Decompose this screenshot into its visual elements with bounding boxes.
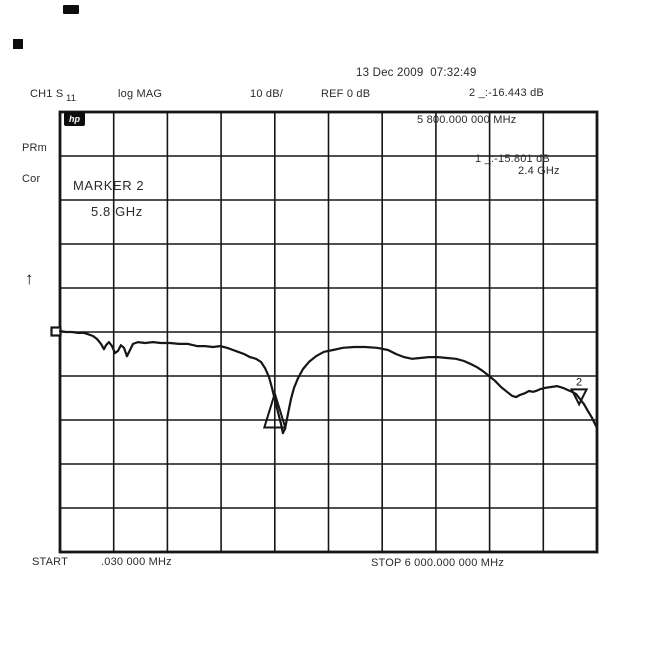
start-label: START (32, 556, 69, 568)
marker-title: MARKER 2 (73, 178, 145, 193)
up-arrow-indicator: ↑ (25, 269, 34, 288)
marker-2-label: 2 (576, 376, 582, 388)
marker2-readout: 2 _:-16.443 dB (469, 87, 544, 99)
stop-frequency: STOP 6 000.000 000 MHz (371, 557, 505, 569)
marker-1-symbol (262, 390, 287, 429)
s11-trace (58, 330, 599, 435)
print-artifact-top (63, 5, 79, 14)
channel-subscript: 11 (66, 93, 77, 104)
marker-value: 5.8 GHz (91, 204, 143, 219)
print-artifact-left (13, 39, 23, 49)
scale-label: 10 dB/ (250, 88, 284, 100)
hp-logo-text: hp (69, 113, 80, 124)
marker-2-symbol (569, 388, 589, 407)
marker1-readout: 1 _:-15.801 dB (475, 153, 550, 165)
channel-label: CH1 S (30, 88, 64, 100)
marker2-frequency-line: 5 800.000 000 MHz (417, 114, 517, 126)
start-frequency: .030 000 MHz (101, 556, 172, 568)
cor-status-label: Cor (22, 173, 41, 185)
hp-logo: hp (64, 112, 85, 126)
reference-label: REF 0 dB (321, 88, 371, 100)
format-label: log MAG (118, 88, 163, 100)
datetime-stamp: 13 Dec 2009 07:32:49 (356, 67, 477, 79)
prm-status-label: PRm (22, 142, 48, 154)
marker1-frequency: 2.4 GHz (518, 165, 560, 177)
